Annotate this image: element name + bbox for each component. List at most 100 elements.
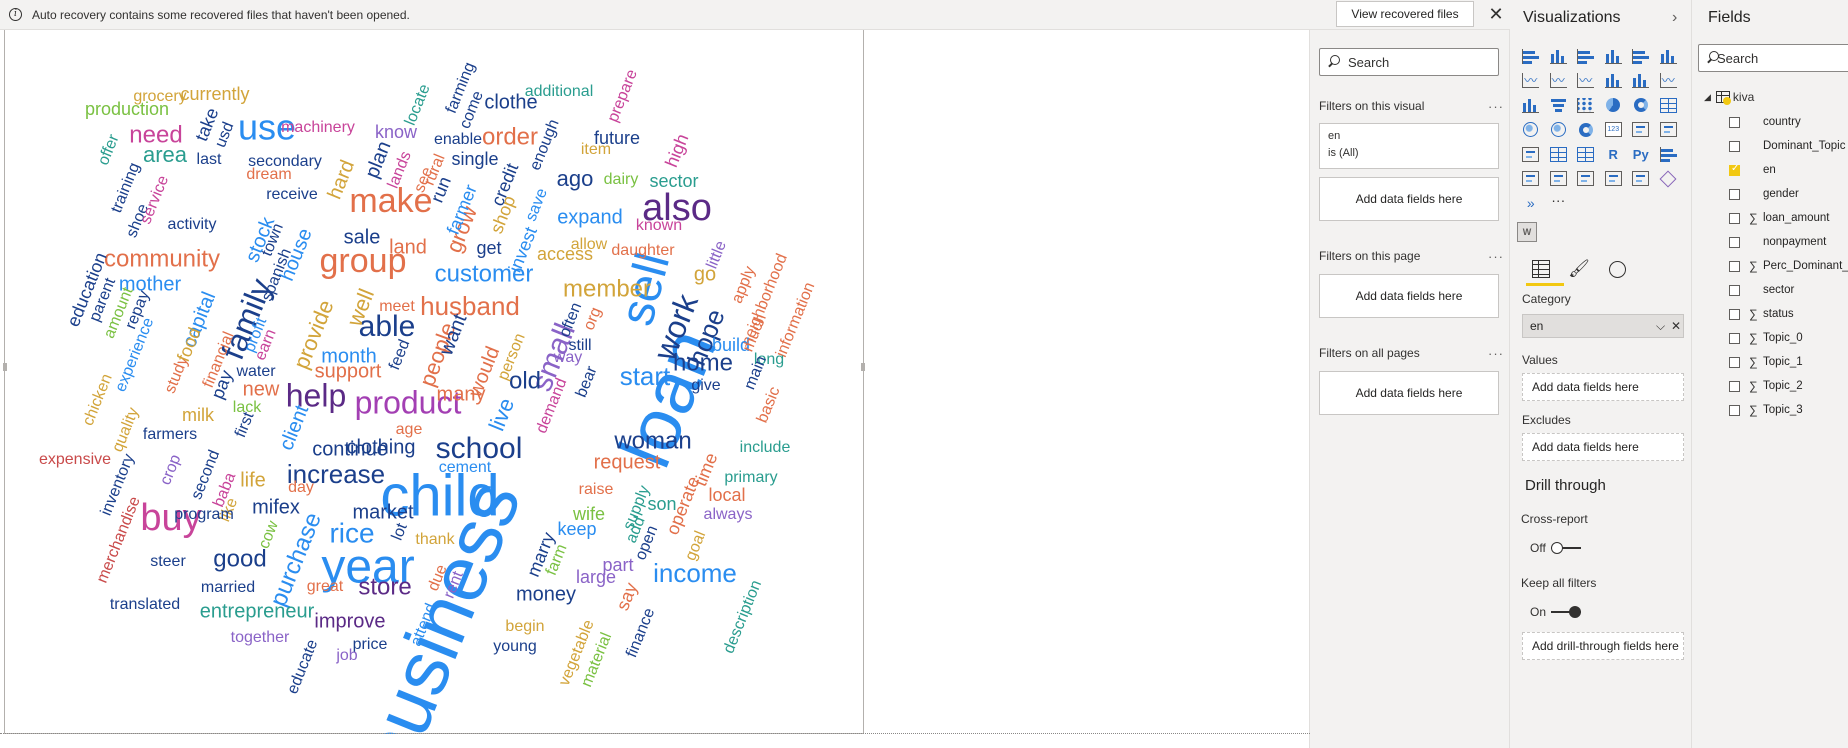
wordcloud-word[interactable]: product bbox=[355, 384, 462, 420]
wordcloud-word[interactable]: community bbox=[104, 245, 220, 272]
wordcloud-word[interactable]: continue bbox=[312, 438, 388, 460]
wordcloud-word[interactable]: also bbox=[642, 187, 712, 229]
wordcloud-word[interactable]: locate bbox=[402, 82, 434, 128]
map-icon[interactable] bbox=[1517, 118, 1545, 143]
remove-field-icon[interactable]: ✕ bbox=[1671, 319, 1682, 333]
field-checkbox[interactable] bbox=[1729, 284, 1740, 296]
wordcloud-word[interactable]: husband bbox=[420, 291, 520, 321]
wordcloud-word[interactable]: lack bbox=[233, 399, 262, 416]
wordcloud-word[interactable]: always bbox=[704, 506, 753, 523]
wordcloud-word[interactable]: last bbox=[197, 151, 222, 168]
wordcloud-word[interactable]: group bbox=[320, 242, 407, 280]
wordcloud-word[interactable]: grocery bbox=[133, 88, 186, 105]
field-item[interactable]: gender bbox=[1729, 184, 1799, 204]
cross-report-toggle[interactable]: Off bbox=[1530, 541, 1581, 555]
wordcloud-word[interactable]: improve bbox=[314, 610, 385, 632]
wordcloud-word[interactable]: long bbox=[754, 351, 784, 368]
wordcloud-word[interactable]: home bbox=[673, 349, 733, 376]
pie-chart-icon[interactable] bbox=[1600, 93, 1628, 118]
wordcloud-word[interactable]: woman bbox=[613, 427, 691, 454]
tab-format[interactable]: 🖌 bbox=[1566, 256, 1592, 282]
wordcloud-word[interactable]: prepare bbox=[605, 67, 641, 125]
wordcloud-word[interactable]: build bbox=[712, 335, 750, 355]
wordcloud-word[interactable]: client bbox=[275, 402, 313, 454]
wordcloud-word[interactable]: allow bbox=[571, 236, 608, 253]
wordcloud-word[interactable]: item bbox=[581, 141, 611, 158]
field-item[interactable]: ∑ status bbox=[1729, 304, 1794, 324]
wordcloud-word[interactable]: order bbox=[482, 123, 538, 150]
wordcloud-word[interactable]: clothe bbox=[484, 91, 537, 113]
wordcloud-word[interactable]: description bbox=[720, 578, 765, 656]
wordcloud-word[interactable]: part bbox=[602, 555, 633, 575]
field-checkbox[interactable] bbox=[1729, 236, 1740, 248]
wordcloud-word[interactable]: get bbox=[476, 238, 501, 258]
treemap-icon[interactable] bbox=[1655, 93, 1683, 118]
field-checkbox[interactable] bbox=[1729, 356, 1740, 368]
wordcloud-word[interactable]: finance bbox=[623, 606, 658, 660]
stacked-area-chart-icon[interactable] bbox=[1572, 69, 1600, 94]
percent-bar-chart-icon[interactable] bbox=[1627, 44, 1655, 69]
donut-chart-icon[interactable] bbox=[1627, 93, 1655, 118]
wordcloud-word[interactable]: know bbox=[375, 122, 418, 142]
wordcloud-word[interactable]: market bbox=[352, 501, 414, 523]
wordcloud-word[interactable]: member bbox=[563, 275, 651, 302]
wordcloud-word[interactable]: support bbox=[315, 360, 382, 382]
more-options-icon[interactable]: ··· bbox=[1488, 346, 1504, 361]
fields-search-box[interactable] bbox=[1698, 44, 1848, 72]
multi-row-card-icon[interactable] bbox=[1627, 118, 1655, 143]
field-item[interactable]: en bbox=[1729, 160, 1776, 180]
wordcloud-word[interactable]: translated bbox=[110, 596, 180, 613]
wordcloud-custom-visual-icon[interactable]: W bbox=[1517, 222, 1537, 242]
field-item[interactable]: Dominant_Topic bbox=[1729, 136, 1845, 156]
wordcloud-word[interactable]: dairy bbox=[604, 171, 639, 188]
wordcloud-word[interactable]: milk bbox=[182, 405, 215, 425]
wordcloud-word[interactable]: job bbox=[335, 647, 357, 664]
wordcloud-word[interactable]: sale bbox=[344, 226, 381, 248]
toggle-switch-off[interactable] bbox=[1550, 542, 1581, 554]
field-checkbox[interactable] bbox=[1729, 332, 1740, 344]
wordcloud-word[interactable]: dream bbox=[246, 166, 291, 183]
wordcloud-word[interactable]: meet bbox=[379, 298, 415, 315]
field-item[interactable]: ∑ loan_amount bbox=[1729, 208, 1830, 228]
wordcloud-word[interactable]: cement bbox=[439, 459, 492, 476]
wordcloud-word[interactable]: young bbox=[493, 638, 537, 655]
wordcloud-word[interactable]: area bbox=[143, 142, 188, 167]
values-add-drop[interactable]: Add data fields here bbox=[1522, 373, 1684, 401]
wordcloud-word[interactable]: high bbox=[661, 131, 692, 170]
wordcloud-word[interactable]: use bbox=[238, 107, 296, 148]
wordcloud-word[interactable]: great bbox=[307, 578, 344, 595]
wordcloud-word[interactable]: begin bbox=[505, 618, 544, 635]
clustered-column-chart-icon[interactable] bbox=[1600, 44, 1628, 69]
field-checkbox[interactable] bbox=[1729, 163, 1740, 176]
field-checkbox[interactable] bbox=[1729, 140, 1740, 152]
wordcloud-word[interactable]: child bbox=[380, 463, 499, 528]
wordcloud-word[interactable]: offer bbox=[95, 131, 123, 167]
slicer-icon[interactable] bbox=[1517, 142, 1545, 167]
tab-analytics[interactable] bbox=[1604, 256, 1630, 282]
field-checkbox[interactable] bbox=[1729, 380, 1740, 392]
wordcloud-word[interactable]: give bbox=[691, 377, 720, 394]
wordcloud-word[interactable]: machinery bbox=[281, 119, 355, 136]
resize-handle-left[interactable] bbox=[3, 363, 7, 371]
wordcloud-word[interactable]: increase bbox=[287, 459, 385, 489]
wordcloud-word[interactable]: together bbox=[231, 629, 290, 646]
line-chart-icon[interactable] bbox=[1517, 69, 1545, 94]
wordcloud-word[interactable]: keep bbox=[557, 519, 596, 539]
field-checkbox[interactable] bbox=[1729, 212, 1740, 224]
field-item[interactable]: ∑ Topic_2 bbox=[1729, 376, 1803, 396]
qna-icon[interactable] bbox=[1545, 167, 1573, 192]
key-influencers-icon[interactable] bbox=[1655, 142, 1683, 167]
wordcloud-word[interactable]: primary bbox=[724, 469, 777, 486]
wordcloud-word[interactable]: clothing bbox=[347, 436, 416, 458]
wordcloud-word[interactable]: local bbox=[708, 485, 745, 505]
waterfall-chart-icon[interactable] bbox=[1517, 93, 1545, 118]
add-page-filter-drop[interactable]: Add data fields here bbox=[1319, 274, 1499, 318]
field-checkbox[interactable] bbox=[1729, 188, 1740, 200]
field-item[interactable]: country bbox=[1729, 112, 1801, 132]
wordcloud-word[interactable]: lot bbox=[389, 520, 411, 543]
wordcloud-word[interactable]: main bbox=[741, 354, 770, 393]
wordcloud-word[interactable]: large bbox=[576, 567, 616, 587]
field-checkbox[interactable] bbox=[1729, 404, 1740, 416]
wordcloud-word[interactable]: school bbox=[436, 432, 523, 465]
chevron-down-icon[interactable]: ⌵ bbox=[1656, 318, 1666, 333]
